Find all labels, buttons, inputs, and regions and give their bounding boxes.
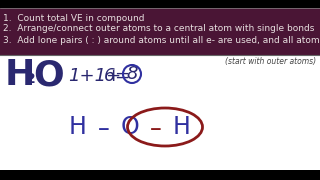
Text: 1+1+: 1+1+ — [68, 67, 121, 85]
Text: H: H — [69, 115, 87, 139]
Text: =: = — [114, 67, 129, 85]
Bar — [0, 170, 320, 180]
Text: (start with outer atoms): (start with outer atoms) — [225, 57, 316, 66]
Text: –: – — [98, 117, 110, 141]
Text: 1.  Count total VE in compound: 1. Count total VE in compound — [3, 14, 145, 23]
Text: 2: 2 — [26, 72, 36, 86]
Bar — [0, 0, 320, 8]
Bar — [0, 8, 320, 55]
Text: H: H — [173, 115, 191, 139]
Bar — [0, 55, 320, 180]
Text: O: O — [33, 58, 64, 92]
Text: 2.  Arrange/connect outer atoms to a central atom with single bonds: 2. Arrange/connect outer atoms to a cent… — [3, 24, 314, 33]
Text: H: H — [5, 58, 36, 92]
Text: –: – — [150, 117, 162, 141]
Text: O: O — [121, 115, 140, 139]
Text: 6: 6 — [104, 67, 116, 85]
Text: 8: 8 — [126, 65, 138, 83]
Text: 3.  Add lone pairs ( : ) around atoms until all e- are used, and all atoms are f: 3. Add lone pairs ( : ) around atoms unt… — [3, 36, 320, 45]
